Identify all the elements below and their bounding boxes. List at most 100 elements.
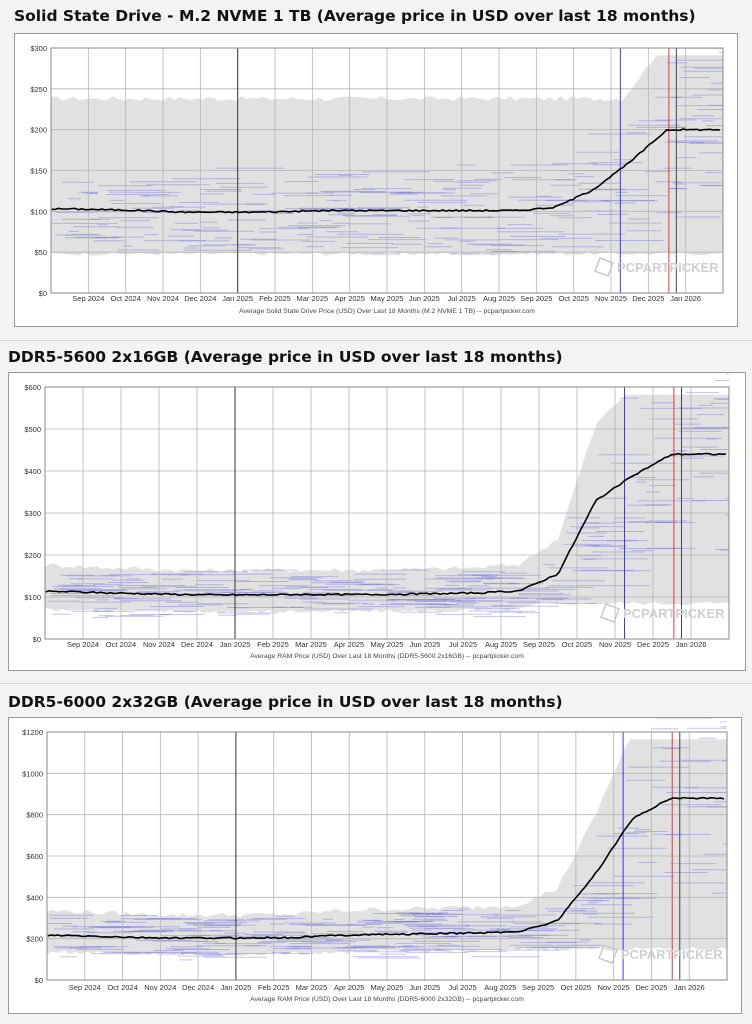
x-tick-label: Nov 2024 <box>147 294 179 303</box>
x-tick-label: Dec 2024 <box>184 294 216 303</box>
y-tick-label: $150 <box>30 167 47 176</box>
section-divider <box>0 683 752 684</box>
x-tick-label: Jul 2025 <box>448 983 476 992</box>
watermark-logo-icon <box>594 257 614 277</box>
x-axis-caption: Average RAM Price (USD) Over Last 18 Mon… <box>250 653 524 660</box>
price-range-band <box>47 739 727 956</box>
x-tick-label: May 2025 <box>371 640 404 649</box>
x-tick-label: Nov 2025 <box>599 640 631 649</box>
chart-title-ddr5-5600: DDR5-5600 2x16GB (Average price in USD o… <box>8 348 563 366</box>
y-tick-label: $0 <box>35 976 43 985</box>
y-tick-label: $300 <box>30 44 47 53</box>
x-tick-label: Oct 2025 <box>562 640 592 649</box>
x-tick-label: Oct 2025 <box>558 294 588 303</box>
x-tick-label: Sep 2024 <box>67 640 99 649</box>
x-tick-label: Nov 2025 <box>598 983 630 992</box>
watermark-logo-icon <box>600 603 620 623</box>
x-tick-label: Nov 2025 <box>595 294 627 303</box>
section-divider <box>0 340 752 341</box>
x-tick-label: Mar 2025 <box>295 640 327 649</box>
x-tick-label: Dec 2025 <box>635 983 667 992</box>
watermark-logo-icon <box>598 944 618 964</box>
x-tick-label: Oct 2025 <box>561 983 591 992</box>
x-tick-label: May 2025 <box>371 294 404 303</box>
plot-border <box>44 386 730 640</box>
chart-ssd-svg: $0 $50 $100 $150 $200 $250 $300 Sep 2024 Oct 202… <box>30 44 724 315</box>
x-tick-label: Oct 2024 <box>107 983 137 992</box>
x-tick-label: Aug 2025 <box>484 983 516 992</box>
y-tick-label: $800 <box>26 811 43 820</box>
x-tick-label: Jun 2025 <box>410 640 441 649</box>
x-tick-label: Apr 2025 <box>334 640 364 649</box>
x-tick-label: Jan 2025 <box>222 294 253 303</box>
x-tick-label: Jan 2026 <box>670 294 701 303</box>
x-tick-label: Jan 2026 <box>674 983 705 992</box>
y-tick-label: $250 <box>30 85 47 94</box>
y-tick-label: $400 <box>26 893 43 902</box>
price-range-band <box>45 394 729 614</box>
x-tick-label: Jan 2025 <box>220 640 251 649</box>
y-tick-label: $100 <box>24 593 41 602</box>
plot-border <box>46 731 728 981</box>
x-tick-label: Nov 2024 <box>144 983 176 992</box>
x-tick-label: Feb 2025 <box>257 640 289 649</box>
y-tick-label: $0 <box>39 289 47 298</box>
y-tick-label: $50 <box>34 248 47 257</box>
average-price-line <box>47 796 725 940</box>
x-tick-label: Sep 2024 <box>72 294 104 303</box>
y-tick-label: $200 <box>30 126 47 135</box>
x-tick-label: Feb 2025 <box>258 983 290 992</box>
y-tick-label: $200 <box>24 551 41 560</box>
x-tick-label: Apr 2025 <box>334 983 364 992</box>
watermark-text: PCPARTPICKER <box>617 260 719 275</box>
x-tick-label: Jun 2025 <box>409 983 440 992</box>
x-tick-label: Aug 2025 <box>485 640 517 649</box>
average-price-line <box>51 128 721 214</box>
x-tick-label: Dec 2025 <box>632 294 664 303</box>
x-tick-label: Jul 2025 <box>447 294 475 303</box>
chart-title-ddr5-6000: DDR5-6000 2x32GB (Average price in USD o… <box>8 693 563 711</box>
x-tick-label: Sep 2025 <box>523 640 555 649</box>
y-tick-label: $100 <box>30 207 47 216</box>
chart-ddr5-6000: $0 $200 $400 $600 $800 $1000 $1200 Sep 2024 Oct … <box>8 717 742 1014</box>
y-tick-label: $1200 <box>22 728 43 737</box>
chart-ddr5-5600-svg: $0 $100 $200 $300 $400 $500 $600 Sep 2024 Oct 20… <box>24 373 730 660</box>
y-tick-label: $0 <box>33 635 41 644</box>
x-tick-label: Dec 2024 <box>182 983 214 992</box>
x-tick-label: Aug 2025 <box>483 294 515 303</box>
y-tick-label: $600 <box>24 383 41 392</box>
chart-ddr5-6000-svg: $0 $200 $400 $600 $800 $1000 $1200 Sep 2024 Oct … <box>22 718 728 1003</box>
x-tick-label: Dec 2024 <box>181 640 213 649</box>
x-tick-label: Apr 2025 <box>334 294 364 303</box>
chart-ddr5-5600: $0 $100 $200 $300 $400 $500 $600 Sep 2024 Oct 20… <box>8 372 746 671</box>
y-tick-label: $1000 <box>22 769 43 778</box>
y-tick-label: $300 <box>24 509 41 518</box>
x-tick-label: Mar 2025 <box>296 294 328 303</box>
x-tick-label: Nov 2024 <box>143 640 175 649</box>
x-axis-caption: Average Solid State Drive Price (USD) Ov… <box>239 308 535 315</box>
chart-ssd: $0 $50 $100 $150 $200 $250 $300 Sep 2024 Oct 202… <box>14 33 738 327</box>
x-tick-label: Dec 2025 <box>637 640 669 649</box>
x-tick-label: Jun 2025 <box>409 294 440 303</box>
x-tick-label: Jan 2025 <box>220 983 251 992</box>
y-tick-label: $500 <box>24 425 41 434</box>
watermark-text: PCPARTPICKER <box>623 606 725 621</box>
x-tick-label: Oct 2024 <box>110 294 140 303</box>
y-tick-label: $200 <box>26 935 43 944</box>
x-axis-caption: Average RAM Price (USD) Over Last 18 Mon… <box>250 996 524 1003</box>
x-tick-label: Jul 2025 <box>449 640 477 649</box>
x-tick-label: Sep 2024 <box>69 983 101 992</box>
x-tick-label: Sep 2025 <box>520 294 552 303</box>
x-tick-label: Sep 2025 <box>522 983 554 992</box>
plot-border <box>50 47 724 294</box>
y-tick-label: $600 <box>26 852 43 861</box>
chart-title-ssd: Solid State Drive - M.2 NVME 1 TB (Avera… <box>14 7 696 25</box>
x-tick-label: Oct 2024 <box>106 640 136 649</box>
y-tick-label: $400 <box>24 467 41 476</box>
x-tick-label: Mar 2025 <box>296 983 328 992</box>
x-tick-label: Jan 2026 <box>676 640 707 649</box>
x-tick-label: Feb 2025 <box>259 294 291 303</box>
watermark-text: PCPARTPICKER <box>621 947 723 962</box>
x-tick-label: May 2025 <box>371 983 404 992</box>
average-price-line <box>45 452 727 597</box>
